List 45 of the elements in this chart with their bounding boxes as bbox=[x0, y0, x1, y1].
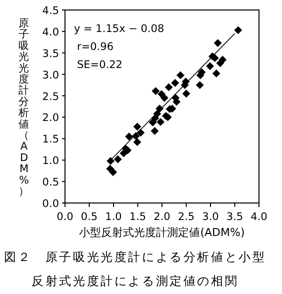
point bbox=[156, 118, 165, 126]
x-tick-label: 0.0 bbox=[56, 211, 74, 223]
point bbox=[160, 94, 168, 102]
point bbox=[218, 56, 227, 64]
y-tick-label: 4.5 bbox=[42, 5, 59, 17]
y-tick-label: 3.5 bbox=[42, 48, 59, 60]
annotation: SE=0.22 bbox=[77, 59, 122, 71]
x-tick-label: 1.5 bbox=[129, 211, 146, 223]
x-tick-label: 2.0 bbox=[154, 211, 170, 223]
x-tick-label: 1.0 bbox=[105, 211, 122, 223]
point bbox=[106, 157, 115, 165]
point bbox=[182, 90, 190, 98]
point bbox=[133, 138, 142, 146]
annotation: r=0.96 bbox=[77, 41, 114, 53]
point bbox=[148, 118, 157, 126]
y-tick-label: 0.0 bbox=[42, 198, 59, 210]
point bbox=[206, 62, 214, 70]
point bbox=[234, 26, 242, 34]
annotation: y = 1.15x − 0.08 bbox=[74, 23, 164, 35]
y-tick-label: 3.0 bbox=[42, 69, 59, 82]
y-tick-label: 0.5 bbox=[42, 176, 59, 189]
point bbox=[171, 78, 180, 87]
text: 原子吸光光度計分析値（ADM%） bbox=[18, 18, 30, 198]
y-tick-label: 2.5 bbox=[42, 90, 59, 103]
point bbox=[176, 71, 184, 80]
point bbox=[214, 39, 222, 47]
text: 図２ 原子吸光光度計による分析値と小型反射式光度計による測定値の相関 bbox=[4, 250, 266, 288]
x-tick-label: 2.5 bbox=[178, 211, 195, 223]
x-tick-label: 3.5 bbox=[226, 211, 244, 223]
point bbox=[164, 83, 173, 92]
y-tick-label: 1.0 bbox=[42, 155, 59, 168]
x-tick-label: 4.0 bbox=[250, 211, 268, 223]
y-tick-label: 1.5 bbox=[42, 134, 59, 146]
x-tick-label: 3.0 bbox=[202, 211, 219, 223]
point bbox=[114, 155, 122, 164]
point bbox=[109, 168, 117, 176]
x-axis-title: 小型反射式光度計測定値(ADM%) bbox=[79, 226, 245, 239]
point bbox=[212, 70, 220, 78]
y-tick-label: 4.0 bbox=[42, 26, 59, 38]
point bbox=[196, 81, 204, 90]
x-tick-label: 0.5 bbox=[80, 211, 98, 223]
point bbox=[133, 122, 142, 131]
y-tick-label: 2.0 bbox=[42, 112, 59, 124]
point bbox=[152, 87, 160, 96]
point bbox=[150, 126, 159, 135]
